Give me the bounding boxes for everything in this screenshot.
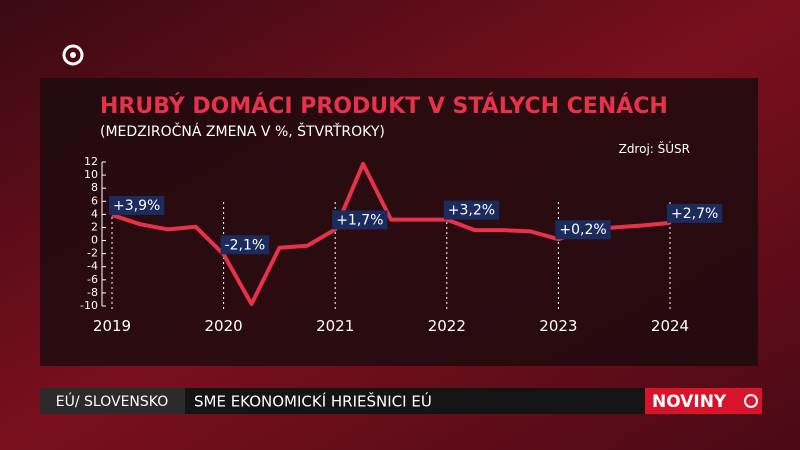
data-label-text: +1,7% [336,212,383,228]
data-label-box [555,220,611,240]
x-tick-label: 2019 [93,317,131,335]
channel-logo [62,44,84,66]
brand-box [645,388,762,414]
source: Zdroj: ŠÚSR [619,141,690,156]
data-label-text: +2,7% [671,206,718,222]
y-tick-label: -8 [87,286,98,299]
lower-third: EÚ/ SLOVENSKO SME EKONOMICKÍ HRIEŠNICI E… [40,388,762,414]
y-tick-label: 10 [84,168,98,181]
y-tick-label: 6 [91,194,98,207]
brand: NOVINY [652,392,727,412]
data-label: +3,2% [443,200,500,220]
data-label-box [220,235,270,255]
data-label: +1,7% [332,210,388,230]
x-tick-label: 2022 [428,317,466,335]
data-label: -2,1% [220,235,270,255]
x-tick-label: 2020 [205,317,243,335]
headline-box [185,388,645,414]
y-tick-label: 8 [91,181,98,194]
data-label: +2,7% [667,203,723,223]
data-label-box [667,203,723,223]
data-label-text: -2,1% [225,237,266,253]
y-tick-label: 12 [84,155,98,168]
section-box [40,388,185,414]
data-label-box [332,210,388,230]
chart-panel [40,78,758,366]
headline: SME EKONOMICKÍ HRIEŠNICI EÚ [194,392,432,411]
data-label-text: +3,2% [448,203,495,219]
data-label-text: +3,9% [113,198,160,214]
data-label: +3,9% [109,196,165,216]
y-tick-label: 4 [91,207,98,220]
brand-logo [744,394,758,408]
data-label-text: +0,2% [559,222,606,238]
data-label: +0,2% [555,220,611,240]
y-tick-label: 0 [91,234,98,247]
y-tick-label: -4 [87,260,98,273]
chart-title: HRUBÝ DOMÁCI PRODUKT V STÁLYCH CENÁCH [100,93,668,119]
y-tick-label: -10 [80,299,98,312]
x-tick-label: 2021 [316,317,354,335]
data-label-box [443,200,500,220]
y-tick-label: -2 [87,247,98,260]
section: EÚ/ SLOVENSKO [56,392,168,410]
x-tick-label: 2023 [539,317,577,335]
y-tick-label: 2 [91,220,98,233]
data-label-box [109,196,165,216]
chart-subtitle: (MEDZIROČNÁ ZMENA V %, ŠTVRŤROKY) [100,122,385,140]
y-tick-label: -6 [87,273,98,286]
x-tick-label: 2024 [651,317,689,335]
